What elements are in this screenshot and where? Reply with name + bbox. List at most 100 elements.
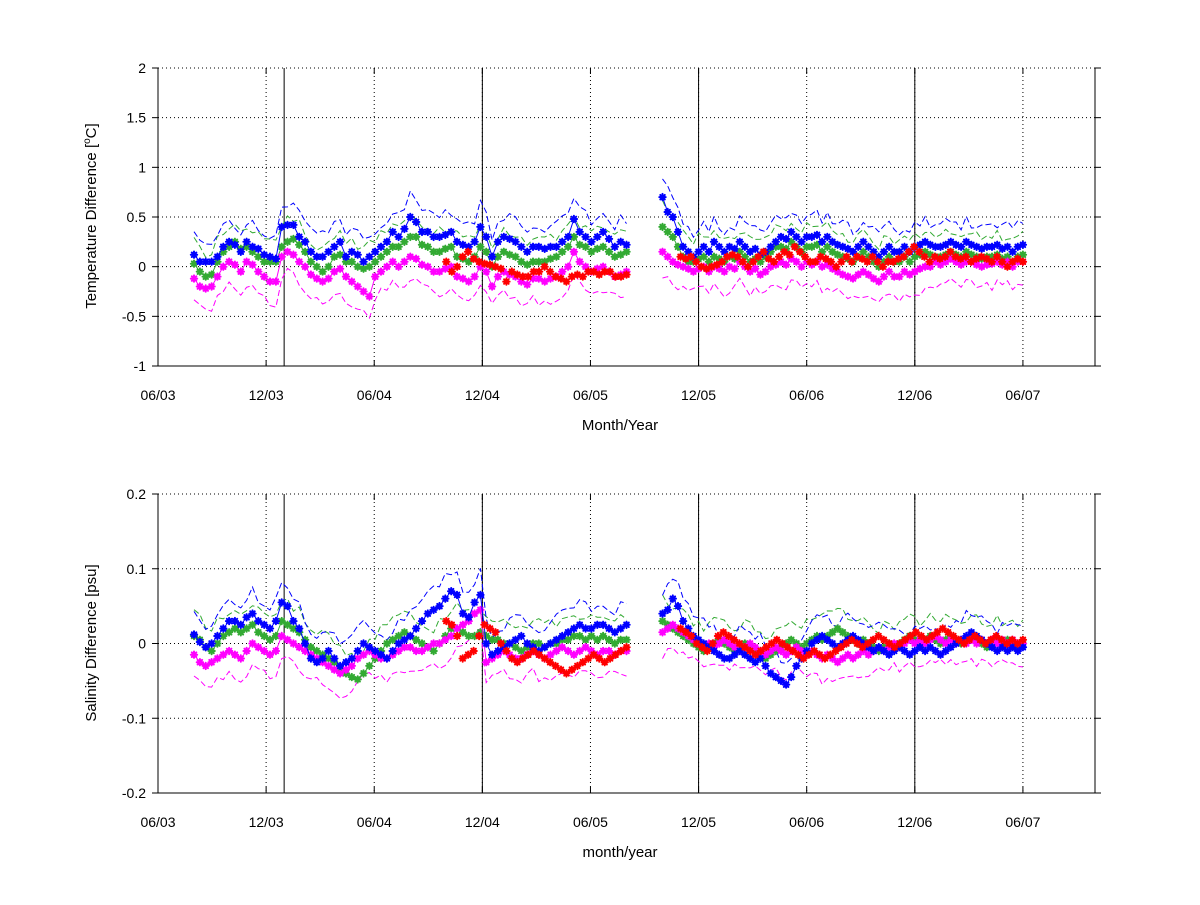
temperature-magenta-point xyxy=(910,267,919,276)
salinity-green-point xyxy=(828,628,837,637)
salinity-magenta-point xyxy=(658,628,667,637)
salinity-blue-point xyxy=(447,587,456,596)
salinity-series xyxy=(189,587,1028,689)
salinity-x-tick-label: 12/04 xyxy=(465,814,500,830)
temperature-green-point xyxy=(499,247,508,256)
temperature-magenta-point xyxy=(689,267,698,276)
temperature-magenta-point xyxy=(859,267,868,276)
salinity-red-point xyxy=(687,631,696,641)
salinity-magenta-point xyxy=(300,646,310,656)
temperature-blue-point xyxy=(926,240,935,249)
temperature-magenta-point xyxy=(201,284,210,293)
temperature-green-point xyxy=(704,257,714,266)
temperature-red-point xyxy=(573,270,582,279)
salinity-red-point xyxy=(545,658,555,667)
temperature-magenta-point xyxy=(781,260,791,269)
salinity-green-point xyxy=(224,628,234,637)
salinity-magenta-point xyxy=(429,639,438,648)
salinity-blue-point xyxy=(709,646,719,656)
temperature-blue-point xyxy=(859,237,868,246)
salinity-blue-point xyxy=(417,616,427,626)
temperature-magenta-point xyxy=(869,274,878,283)
salinity-magenta-point xyxy=(546,650,555,659)
salinity-blue-point xyxy=(230,616,240,626)
temperature-blue-point xyxy=(359,257,368,266)
temperature-magenta-point xyxy=(761,267,770,276)
salinity-blue-point xyxy=(248,609,257,618)
salinity-magenta-point xyxy=(219,650,228,659)
temperature-magenta-point xyxy=(864,270,873,279)
salinity-red-point xyxy=(713,631,723,641)
temperature-magenta-point xyxy=(189,274,199,283)
salinity-blue-point xyxy=(610,628,619,637)
salinity-blue-point xyxy=(277,598,286,607)
temperature-green-point xyxy=(812,240,822,249)
temperature-green-point xyxy=(546,254,555,263)
salinity-red-point xyxy=(975,635,985,644)
salinity-magenta-point xyxy=(411,646,421,656)
temperature-green-point xyxy=(517,257,526,266)
temperature-magenta-point xyxy=(447,262,456,271)
temperature-red-point xyxy=(749,257,758,266)
salinity-y-tick-label: -0.1 xyxy=(122,710,146,726)
temperature-magenta-point xyxy=(854,270,863,279)
temperature-blue-point xyxy=(838,242,847,251)
temperature-red-point xyxy=(795,247,805,256)
salinity-blue-point xyxy=(388,646,397,656)
salinity-magenta-point xyxy=(324,661,333,671)
salinity-blue-point xyxy=(540,643,549,652)
salinity-red-point xyxy=(534,650,544,659)
temperature-blue-point xyxy=(807,232,816,242)
salinity-blue-point xyxy=(776,676,786,686)
salinity-magenta-point xyxy=(230,650,240,659)
temperature-green-point xyxy=(213,257,222,266)
temperature-magenta-point xyxy=(295,257,304,266)
salinity-red-point xyxy=(879,635,888,644)
salinity-blue-point xyxy=(499,643,508,652)
salinity-magenta-point xyxy=(993,639,1002,648)
salinity-green-point xyxy=(219,631,228,641)
temperature-red-point xyxy=(889,257,898,266)
salinity-blue-point xyxy=(394,639,403,648)
temperature-green-point xyxy=(523,260,532,269)
salinity-magenta-point xyxy=(766,646,775,656)
temperature-tick-labels: -1 -0.5 0 0.5 1 1.5 2 06/03 12/03 06/04 12/04 06/05… xyxy=(122,60,1041,403)
temperature-blue-point xyxy=(776,232,786,242)
temperature-magenta-point xyxy=(540,277,549,286)
salinity-magenta-point xyxy=(604,646,614,656)
salinity-blue-point xyxy=(563,628,573,637)
salinity-blue-point xyxy=(604,624,614,633)
salinity-blue-point xyxy=(254,616,263,626)
salinity-magenta-point xyxy=(797,646,806,656)
salinity-green-point xyxy=(353,675,362,684)
temperature-red-point xyxy=(774,252,784,261)
salinity-red-point xyxy=(794,650,803,659)
temperature-red-point xyxy=(977,252,986,261)
salinity-green-point xyxy=(482,631,491,641)
temperature-red-point xyxy=(754,252,763,261)
salinity-magenta-point xyxy=(715,639,724,648)
temperature-blue-point xyxy=(673,227,683,237)
temperature-magenta-point xyxy=(254,267,263,276)
temperature-blue-point xyxy=(993,240,1002,249)
temperature-magenta-point xyxy=(429,267,438,276)
temperature-magenta-point xyxy=(558,267,567,276)
salinity-magenta-point xyxy=(458,620,468,629)
temperature-magenta-point xyxy=(458,274,468,283)
temperature-deployment-lines xyxy=(283,68,916,366)
temperature-green-point xyxy=(987,252,997,261)
salinity-magenta-point xyxy=(771,643,780,652)
temperature-red-point xyxy=(1013,254,1022,263)
salinity-magenta-point xyxy=(552,646,561,656)
salinity-red-point xyxy=(767,639,776,648)
temperature-blue-dashed-band xyxy=(193,189,627,245)
salinity-magenta-point xyxy=(920,639,930,648)
temperature-red-point xyxy=(863,257,872,266)
salinity-red-point xyxy=(901,635,910,644)
temperature-x-tick-label: 12/06 xyxy=(897,387,932,403)
salinity-red-point xyxy=(600,658,609,667)
salinity-blue-point xyxy=(694,635,703,644)
temperature-blue-point xyxy=(694,247,703,256)
temperature-green-point xyxy=(761,252,770,261)
temperature-blue-point xyxy=(470,237,479,246)
